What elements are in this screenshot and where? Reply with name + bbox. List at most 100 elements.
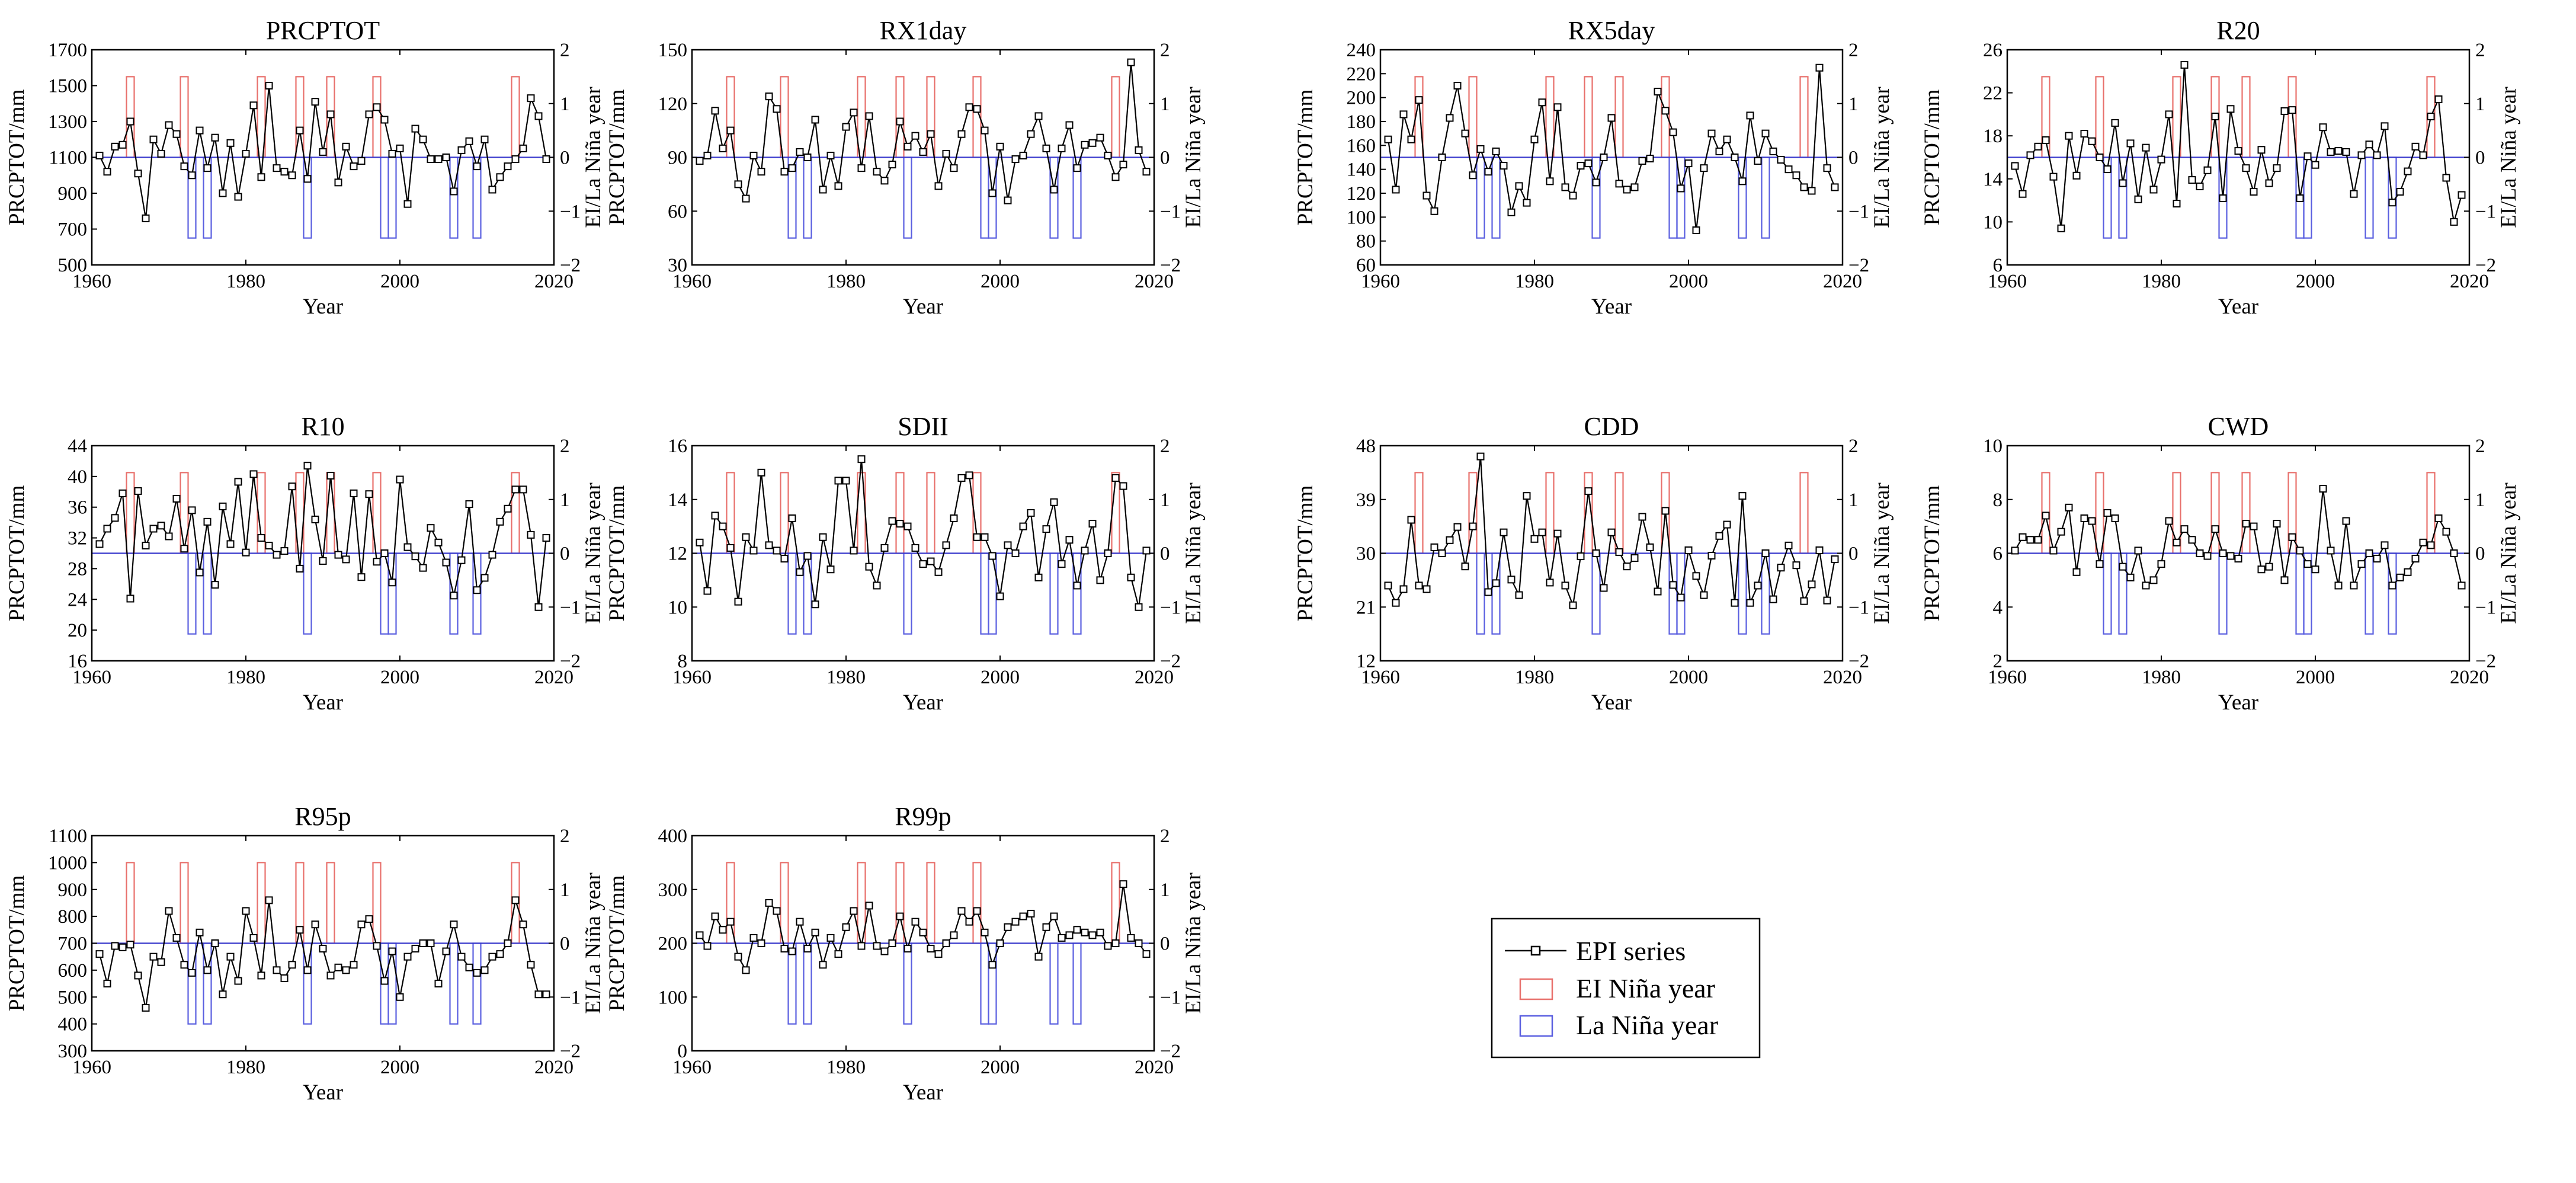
data-point-1968: [749, 151, 758, 159]
data-point-1987: [896, 912, 904, 920]
x-tick-label: 1960: [72, 1057, 111, 1078]
data-point-2014: [1792, 171, 1800, 180]
data-point-2006: [442, 947, 450, 955]
x-tick-label: 1980: [226, 271, 265, 292]
x-tick-label: 2000: [2296, 667, 2335, 688]
data-point-1962: [2018, 190, 2027, 198]
y-tick-label: 800: [58, 906, 88, 928]
data-point-1989: [311, 515, 319, 523]
data-point-1974: [2111, 514, 2119, 523]
data-point-1967: [742, 533, 750, 541]
chart-title: CWD: [2208, 412, 2269, 441]
data-point-2000: [1684, 159, 1693, 168]
data-point-1967: [1430, 543, 1438, 551]
data-point-1983: [265, 82, 273, 89]
data-point-2018: [1135, 939, 1143, 947]
data-point-1981: [249, 933, 258, 942]
data-point-1973: [188, 506, 196, 514]
data-point-1999: [988, 961, 997, 969]
data-point-2019: [542, 990, 550, 999]
data-point-2011: [480, 135, 489, 143]
data-point-1989: [911, 132, 919, 140]
y-tick-label: 100: [658, 987, 688, 1008]
data-point-1980: [2157, 560, 2165, 568]
data-point-1980: [842, 923, 850, 931]
data-point-1963: [111, 514, 119, 522]
data-point-2017: [1815, 546, 1824, 554]
x-axis-label: Year: [903, 1080, 943, 1105]
data-point-1993: [942, 939, 950, 947]
data-point-1967: [1430, 207, 1438, 215]
data-point-1995: [357, 920, 366, 929]
data-point-1976: [1500, 162, 1508, 170]
y2-tick-label: 1: [1160, 94, 1170, 115]
data-point-1983: [1553, 529, 1562, 538]
legend-series-label: EPI series: [1576, 936, 1686, 966]
data-point-1985: [1569, 191, 1577, 200]
data-point-1967: [2057, 224, 2065, 232]
el-nino-bar-1965: [2041, 76, 2050, 158]
y-tick-label: 1700: [48, 40, 87, 61]
y2-tick-label: −1: [1848, 597, 1869, 618]
la-nina-bar-1988: [303, 156, 312, 239]
la-nina-bar-2007: [449, 942, 459, 1025]
data-point-1991: [1615, 180, 1623, 188]
data-point-2004: [1715, 147, 1723, 155]
chart-panels: 1960 1980 2000 2020500700900110013001500170…: [5, 16, 2521, 1105]
data-point-2012: [1088, 931, 1097, 939]
data-point-1987: [296, 126, 304, 135]
la-nina-bar-1999: [387, 942, 397, 1025]
data-point-2016: [519, 485, 527, 494]
epi-series-line: [2014, 488, 2463, 587]
data-point-1963: [111, 142, 119, 151]
data-point-1993: [2257, 565, 2266, 574]
y2-tick-label: 2: [560, 826, 570, 847]
y2-tick-label: 2: [1160, 40, 1170, 61]
data-point-2017: [527, 961, 535, 969]
data-point-1995: [357, 573, 366, 581]
chart-title: CDD: [1584, 412, 1639, 441]
data-point-2013: [496, 517, 504, 526]
y2-tick-label: −2: [560, 1041, 581, 1062]
data-point-2003: [1019, 522, 1027, 530]
data-point-2008: [1746, 111, 1754, 120]
data-point-1991: [2242, 164, 2250, 172]
data-point-1983: [265, 542, 273, 550]
data-point-1986: [288, 482, 296, 491]
data-point-1964: [118, 140, 127, 149]
data-point-1979: [234, 977, 242, 985]
y2-tick-label: −1: [1160, 201, 1181, 222]
panel-sdii: 1960 1980 2000 2020810121416−2−1012SDIIYear…: [605, 412, 1206, 715]
data-point-2007: [450, 592, 458, 600]
data-point-2005: [1034, 112, 1043, 120]
y-tick-label: 60: [668, 201, 687, 222]
data-point-2011: [1081, 140, 1089, 149]
data-point-1991: [927, 557, 935, 565]
y-tick-label: 14: [668, 490, 687, 511]
chart-title: R95p: [294, 802, 351, 831]
y-tick-label: 8: [1993, 490, 2003, 511]
el-nino-bar-1991: [326, 862, 335, 944]
y2-tick-label: −2: [1160, 1041, 1181, 1062]
la-nina-bar-1988: [2218, 552, 2228, 635]
data-point-1989: [311, 920, 319, 929]
data-point-2011: [2396, 188, 2404, 196]
y2-tick-label: 0: [560, 543, 570, 565]
chart-title: PRCPTOT: [266, 16, 380, 45]
data-point-1993: [942, 149, 950, 158]
legend-item-la-nina: La Niña year: [1519, 1010, 1718, 1040]
y2-tick-label: −2: [1848, 651, 1869, 672]
la-nina-bar-1975: [803, 156, 812, 239]
chart-title: RX5day: [1568, 16, 1655, 45]
data-point-1961: [696, 157, 704, 165]
x-tick-label: 1980: [226, 1057, 265, 1078]
data-point-1963: [711, 511, 719, 520]
data-point-2004: [1027, 910, 1035, 918]
el-nino-bar-2015: [1799, 472, 1809, 554]
data-point-1996: [965, 917, 973, 926]
x-tick-label: 2000: [1669, 271, 1708, 292]
el-nino-bar-1987: [895, 862, 905, 944]
data-point-2008: [1746, 599, 1754, 607]
data-point-2009: [1065, 121, 1074, 129]
y2-tick-label: 2: [1160, 436, 1170, 457]
